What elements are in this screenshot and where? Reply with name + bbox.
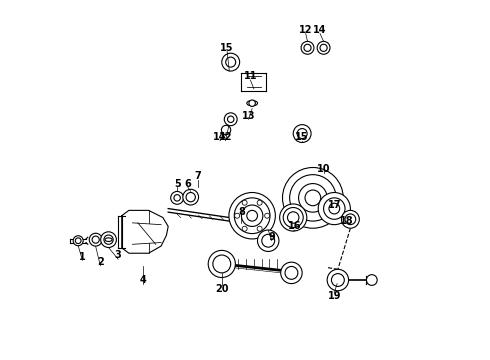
- Circle shape: [318, 193, 350, 225]
- Text: 10: 10: [317, 164, 330, 174]
- Text: 4: 4: [140, 275, 147, 285]
- Circle shape: [288, 212, 299, 223]
- Circle shape: [235, 213, 240, 218]
- Ellipse shape: [247, 100, 258, 106]
- Text: 12: 12: [219, 132, 232, 142]
- Circle shape: [345, 214, 356, 225]
- Circle shape: [224, 113, 237, 126]
- Circle shape: [283, 167, 343, 228]
- Circle shape: [226, 57, 236, 67]
- Text: 6: 6: [184, 179, 191, 189]
- Circle shape: [301, 41, 314, 54]
- Circle shape: [342, 210, 359, 228]
- Circle shape: [280, 204, 307, 231]
- Circle shape: [304, 44, 311, 51]
- Text: 5: 5: [174, 179, 180, 189]
- Circle shape: [208, 250, 235, 278]
- Circle shape: [327, 269, 348, 291]
- Text: 9: 9: [269, 232, 275, 242]
- Circle shape: [320, 44, 327, 51]
- Circle shape: [229, 193, 275, 239]
- Circle shape: [174, 195, 180, 201]
- Text: 15: 15: [220, 43, 234, 53]
- Text: 13: 13: [242, 111, 255, 121]
- Text: 14: 14: [313, 25, 327, 35]
- Circle shape: [89, 233, 102, 246]
- Circle shape: [183, 189, 198, 205]
- Text: 11: 11: [244, 71, 257, 81]
- Circle shape: [247, 210, 258, 221]
- Text: 3: 3: [115, 250, 122, 260]
- Circle shape: [257, 226, 262, 231]
- Circle shape: [323, 198, 345, 219]
- Circle shape: [171, 192, 184, 204]
- Circle shape: [186, 193, 196, 202]
- Circle shape: [104, 235, 113, 244]
- Circle shape: [227, 116, 234, 122]
- Text: 12: 12: [299, 25, 313, 35]
- Text: 7: 7: [195, 171, 201, 181]
- Circle shape: [317, 41, 330, 54]
- Circle shape: [285, 266, 298, 279]
- Circle shape: [329, 203, 340, 214]
- Text: 2: 2: [97, 257, 104, 267]
- Circle shape: [75, 238, 81, 244]
- Text: 1: 1: [79, 252, 86, 262]
- Circle shape: [242, 205, 263, 226]
- Circle shape: [249, 100, 255, 107]
- Circle shape: [242, 226, 247, 231]
- Circle shape: [290, 175, 336, 221]
- Circle shape: [298, 184, 327, 212]
- Circle shape: [297, 129, 307, 139]
- Text: 18: 18: [340, 216, 354, 226]
- Circle shape: [213, 255, 231, 273]
- Text: 20: 20: [215, 284, 228, 294]
- Circle shape: [92, 236, 99, 243]
- Circle shape: [221, 125, 231, 135]
- Circle shape: [281, 262, 302, 284]
- Text: 15: 15: [295, 132, 309, 142]
- Circle shape: [100, 232, 117, 248]
- Text: 8: 8: [238, 207, 245, 217]
- Circle shape: [234, 198, 270, 234]
- Ellipse shape: [105, 238, 112, 242]
- Circle shape: [73, 236, 83, 246]
- Circle shape: [258, 230, 279, 251]
- Circle shape: [262, 234, 275, 247]
- Text: 17: 17: [327, 200, 341, 210]
- Text: 16: 16: [288, 221, 302, 231]
- Circle shape: [242, 200, 247, 205]
- Circle shape: [265, 213, 270, 218]
- Circle shape: [283, 207, 303, 228]
- Circle shape: [257, 200, 262, 205]
- Circle shape: [222, 53, 240, 71]
- Text: 14: 14: [213, 132, 227, 142]
- Circle shape: [331, 274, 344, 287]
- Circle shape: [305, 190, 321, 206]
- Circle shape: [367, 275, 377, 285]
- Text: 19: 19: [327, 291, 341, 301]
- Circle shape: [293, 125, 311, 143]
